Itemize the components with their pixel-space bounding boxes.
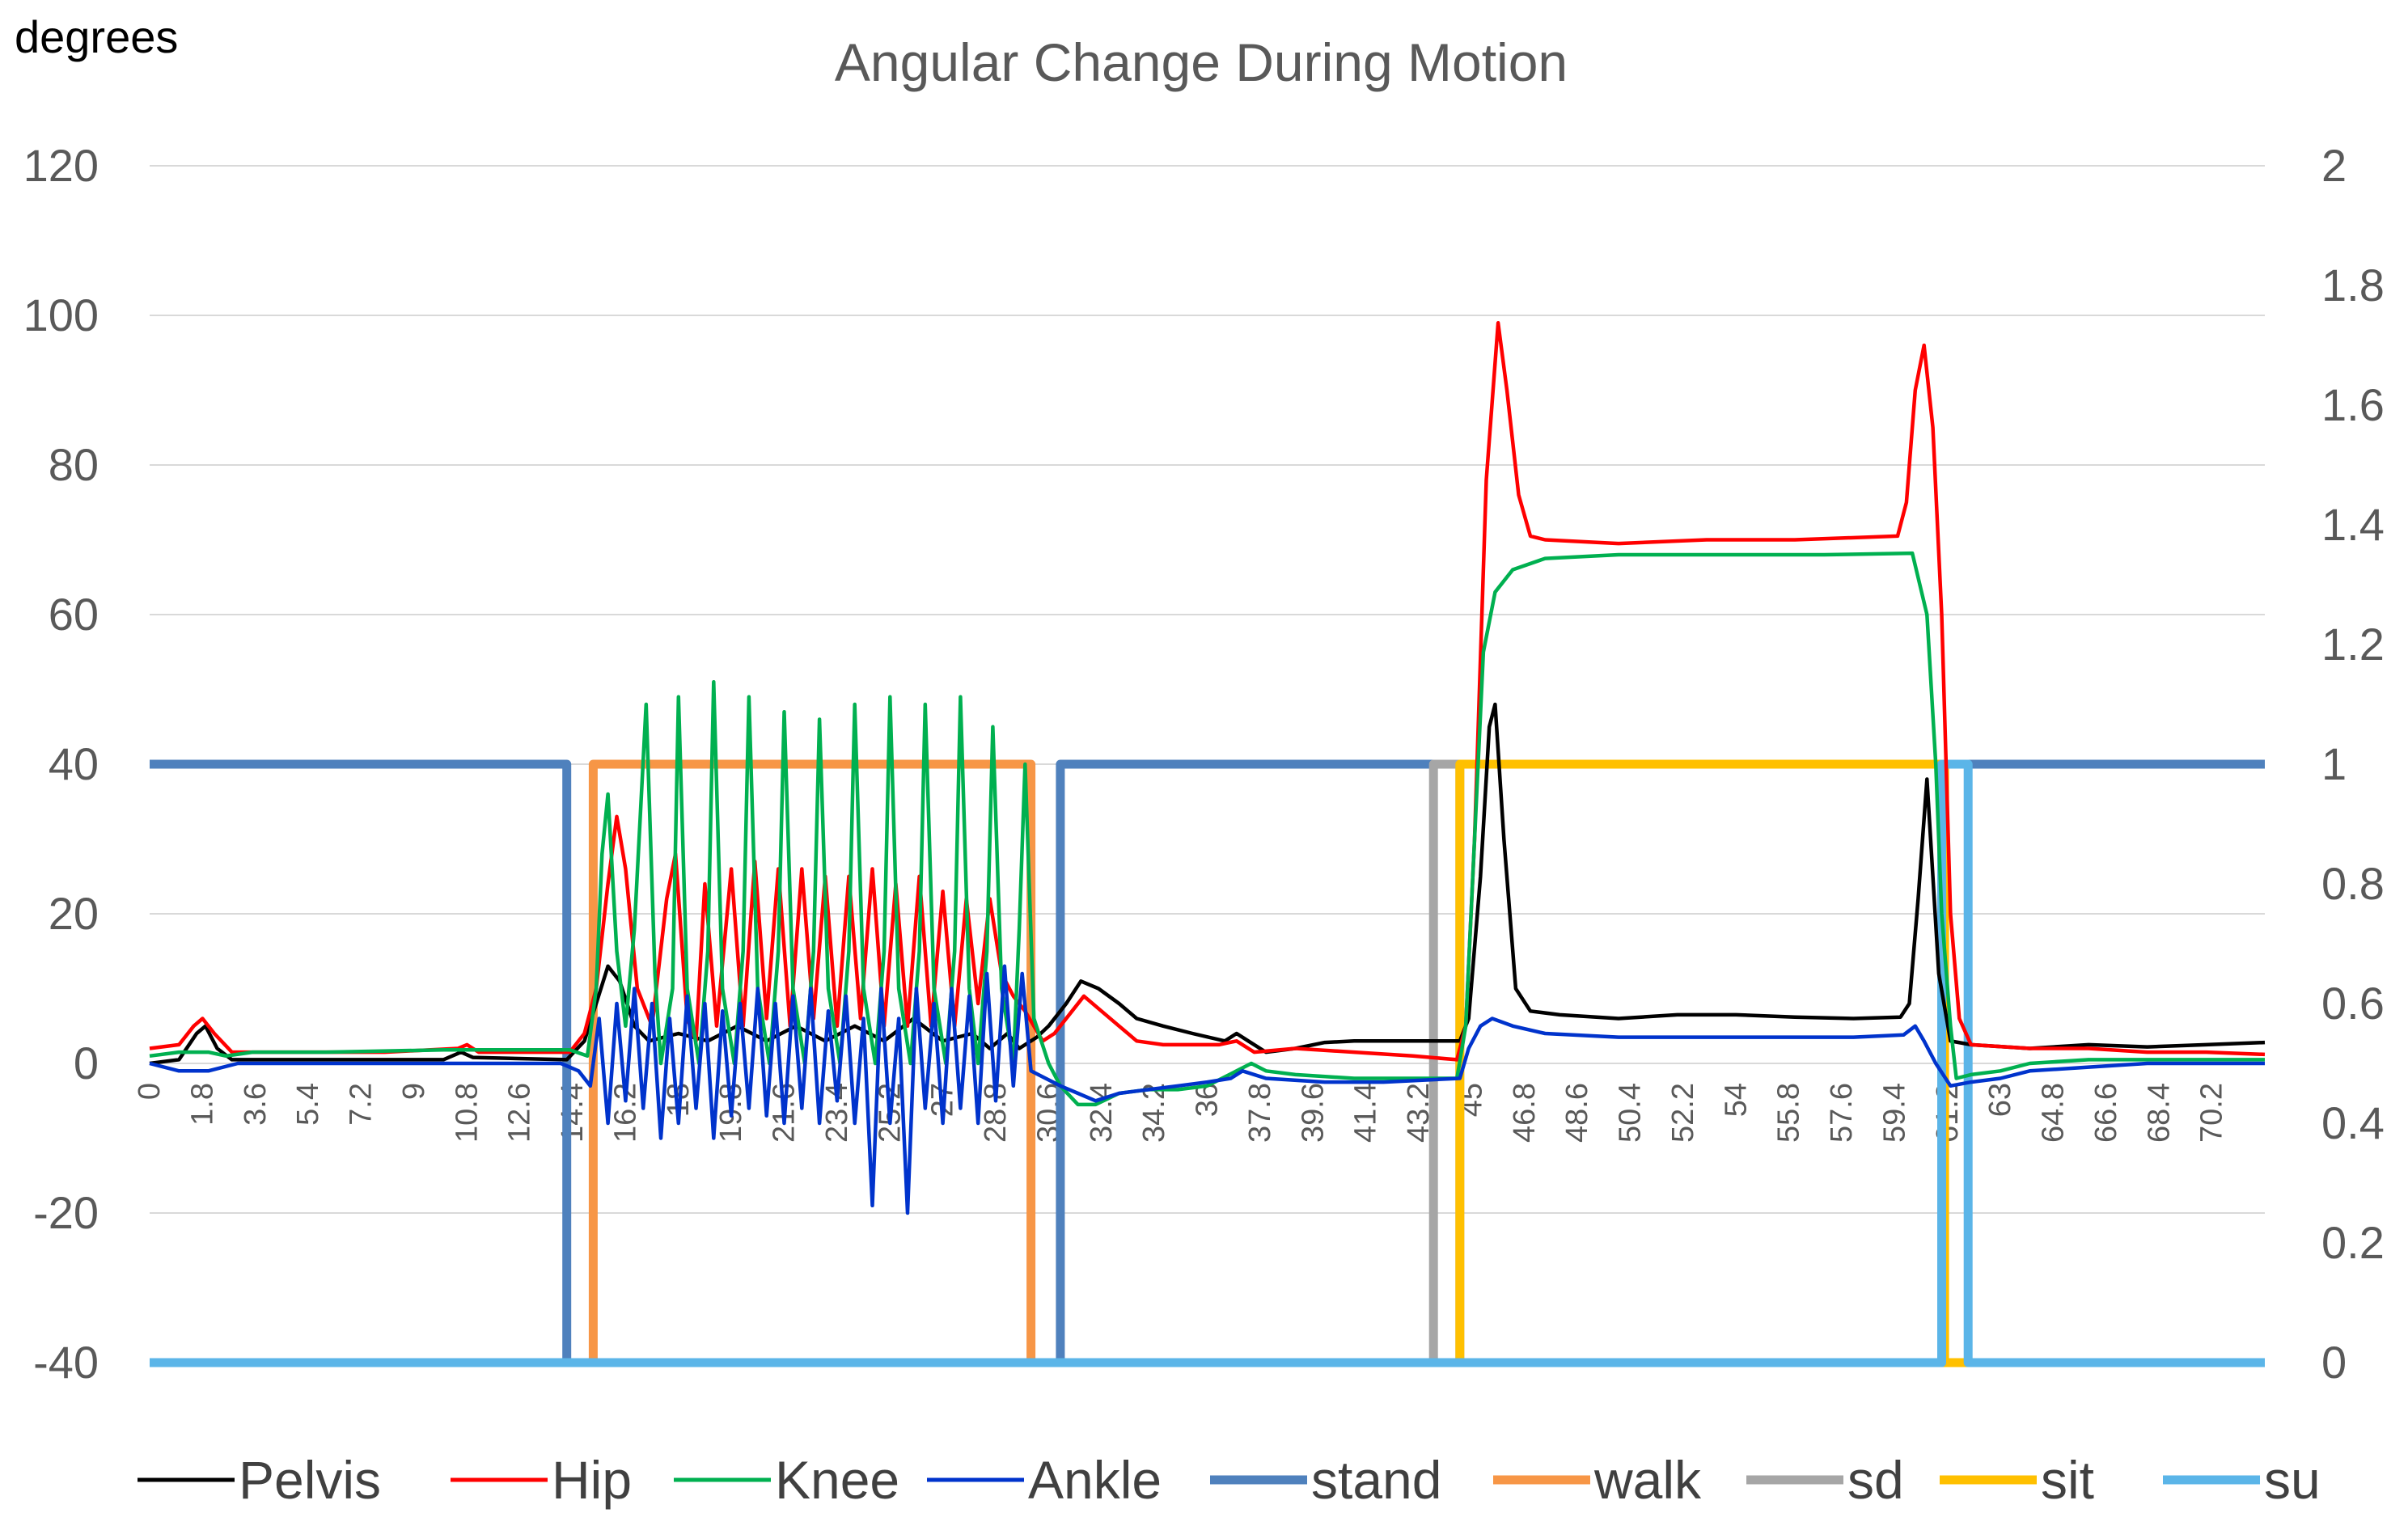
y-left-tick-label: 120 (23, 140, 99, 191)
series-line-ankle (149, 964, 2265, 1215)
chart-title: Angular Change During Motion (835, 32, 1568, 92)
y-right-tick-label: 2 (2321, 140, 2347, 191)
x-tick-label: 7.2 (345, 1083, 379, 1126)
x-tick-label: 52.2 (1666, 1083, 1700, 1143)
legend-label-knee: Knee (775, 1450, 899, 1510)
legend-label-stand: stand (1311, 1450, 1441, 1510)
legend-label-su: su (2264, 1450, 2321, 1510)
x-tick-label: 68.4 (2142, 1083, 2176, 1143)
y-right-tick-label: 1 (2321, 738, 2347, 789)
legend-label-walk: walk (1593, 1450, 1702, 1510)
y-left-tick-label: 40 (49, 738, 99, 789)
x-tick-label: 66.6 (2089, 1083, 2123, 1143)
x-tick-label: 46.8 (1508, 1083, 1542, 1143)
x-tick-label: 10.8 (450, 1083, 484, 1143)
x-tick-label: 3.6 (239, 1083, 273, 1126)
y-right-tick-label: 0.2 (2321, 1217, 2385, 1268)
x-tick-label: 32.4 (1085, 1083, 1119, 1143)
legend-label-hip: Hip (552, 1450, 632, 1510)
y-right-tick-label: 1.6 (2321, 379, 2385, 430)
y-right-tick-label: 0.6 (2321, 978, 2385, 1029)
series-line-pelvis (149, 702, 2266, 1066)
y-right-tick-label: 0 (2321, 1337, 2347, 1388)
x-tick-label: 63 (1983, 1083, 2017, 1117)
y-right-tick-label: 1.4 (2321, 499, 2385, 550)
y-right-tick-label: 0.8 (2321, 858, 2385, 909)
y-axis-unit-label: degrees (15, 11, 178, 62)
legend-label-sd: sd (1847, 1450, 1904, 1510)
x-tick-label: 57.6 (1825, 1083, 1859, 1143)
x-tick-label: 59.4 (1877, 1083, 1911, 1143)
legend-label-sit: sit (2041, 1450, 2094, 1510)
x-tick-label: 64.8 (2037, 1083, 2071, 1143)
legend-label-ankle: Ankle (1028, 1450, 1162, 1510)
y-left-tick-label: 80 (49, 439, 99, 490)
x-tick-label: 41.4 (1349, 1083, 1383, 1143)
state-series-layer (150, 759, 2265, 1367)
y-left-tick-label: 60 (49, 589, 99, 640)
y-left-tick-label: 0 (74, 1038, 99, 1088)
x-tick-label: 50.4 (1614, 1083, 1648, 1143)
x-tick-label: 70.2 (2195, 1083, 2229, 1143)
x-axis-ticks: 0 1.8 3.6 5.4 7.2 9 10.8 12.6 14.4 16.2 18 19.8 21.6… (133, 1083, 2229, 1143)
y-left-tick-label: -40 (33, 1337, 99, 1388)
x-tick-label: 39.6 (1296, 1083, 1330, 1143)
x-tick-label: 34.2 (1137, 1083, 1171, 1143)
x-tick-label: 37.8 (1243, 1083, 1277, 1143)
x-tick-label: 54 (1719, 1083, 1753, 1117)
series-line-su (150, 759, 2265, 1367)
x-tick-label: 12.6 (503, 1083, 537, 1143)
series-line-knee (149, 551, 2265, 1107)
angle-series-layer (149, 321, 2266, 1215)
left-axis-ticks: -40 -20 0 20 40 60 80 100 120 (23, 140, 99, 1388)
legend-label-pelvis: Pelvis (239, 1450, 381, 1510)
y-left-tick-label: 100 (23, 290, 99, 340)
x-tick-label: 48.6 (1560, 1083, 1594, 1143)
y-left-tick-label: 20 (49, 888, 99, 939)
x-tick-label: 1.8 (185, 1083, 219, 1126)
series-line-hip (149, 321, 2266, 1062)
x-tick-label: 55.8 (1772, 1083, 1806, 1143)
y-right-tick-label: 1.2 (2321, 619, 2385, 670)
y-right-tick-label: 1.8 (2321, 260, 2385, 311)
x-tick-label: 0 (133, 1083, 167, 1100)
y-right-tick-label: 0.4 (2321, 1097, 2385, 1148)
y-left-tick-label: -20 (33, 1187, 99, 1238)
x-tick-label: 14.4 (556, 1083, 590, 1143)
right-axis-ticks: 0 0.2 0.4 0.6 0.8 1 1.2 1.4 1.6 1.8 2 (2321, 140, 2385, 1388)
x-tick-label: 5.4 (291, 1083, 325, 1126)
x-tick-label: 9 (397, 1083, 431, 1100)
legend: Pelvis Hip Knee Ankle stand walk sd sit su (138, 1450, 2321, 1510)
